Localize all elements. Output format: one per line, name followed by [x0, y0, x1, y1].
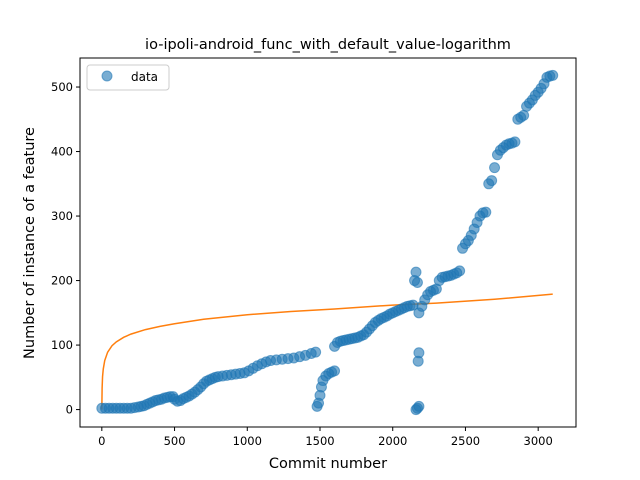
plot-area: 0 500 1000 1500 2000 2500 3000 0 100 200 300 400 50…: [51, 57, 577, 448]
data-points-layer: [96, 69, 559, 416]
x-tick-label: 2000: [378, 434, 407, 448]
data-point: [489, 162, 501, 174]
axes-frame: [79, 57, 577, 428]
y-tick-label: 300: [51, 209, 73, 223]
fit-curve-layer: [101, 293, 553, 410]
x-tick-label: 0: [98, 434, 105, 448]
data-point: [413, 347, 425, 359]
data-point: [518, 109, 530, 121]
x-tick-label: 3000: [524, 434, 553, 448]
y-tick-label: 200: [51, 274, 73, 288]
x-axis-ticks: 0 500 1000 1500 2000 2500 3000: [98, 427, 553, 448]
data-point: [480, 206, 492, 218]
data-point: [329, 365, 341, 377]
data-point: [454, 265, 466, 277]
chart-title: io-ipoli-android_func_with_default_value…: [145, 37, 511, 53]
data-point: [410, 266, 422, 278]
fit-curve: [101, 293, 553, 410]
y-tick-label: 400: [51, 145, 73, 159]
data-point: [413, 400, 425, 412]
x-axis-label: Commit number: [269, 456, 387, 472]
data-point: [486, 175, 498, 187]
y-tick-label: 100: [51, 338, 73, 352]
data-point: [547, 69, 559, 81]
legend-marker-data: [101, 70, 113, 82]
legend: data: [86, 64, 170, 91]
y-tick-label: 500: [51, 80, 73, 94]
data-point: [411, 277, 423, 288]
legend-label-data: data: [131, 70, 158, 84]
x-tick-label: 500: [164, 434, 186, 448]
y-axis-ticks: 0 100 200 300 400 500: [51, 80, 80, 417]
data-point: [509, 136, 521, 148]
x-tick-label: 1000: [233, 434, 262, 448]
y-axis-label: Number of instance of a feature: [22, 127, 38, 359]
x-tick-label: 1500: [305, 434, 334, 448]
y-tick-label: 0: [66, 403, 73, 417]
x-tick-label: 2500: [451, 434, 480, 448]
data-point: [310, 346, 322, 358]
